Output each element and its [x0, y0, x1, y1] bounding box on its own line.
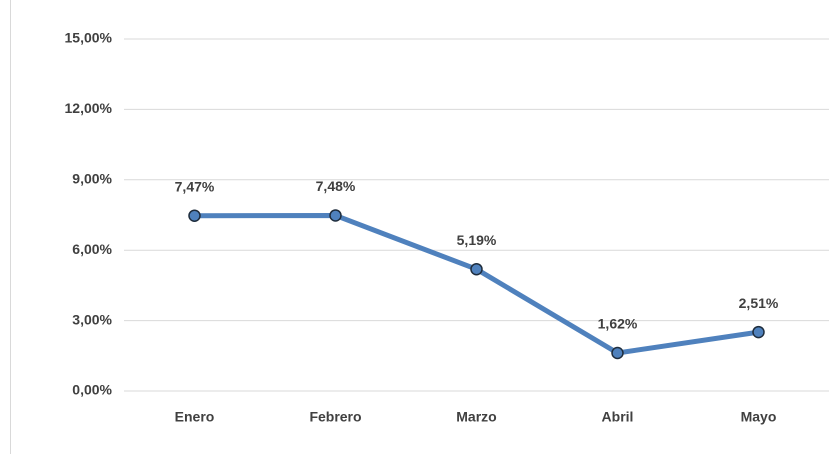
- x-tick-label: Abril: [602, 409, 634, 425]
- data-label: 2,51%: [739, 295, 779, 311]
- data-point: [188, 209, 201, 222]
- data-point: [752, 325, 765, 339]
- y-tick-label: 3,00%: [72, 311, 112, 327]
- data-label: 7,48%: [316, 178, 356, 194]
- data-label: 1,62%: [598, 316, 638, 332]
- y-tick-label: 15,00%: [65, 30, 113, 46]
- y-tick-label: 12,00%: [65, 100, 113, 116]
- data-label: 5,19%: [457, 232, 497, 248]
- data-label: 7,47%: [175, 178, 215, 194]
- y-tick-label: 0,00%: [72, 382, 112, 398]
- x-tick-label: Marzo: [456, 409, 496, 425]
- y-tick-label: 6,00%: [72, 241, 112, 257]
- x-tick-label: Mayo: [741, 409, 777, 425]
- x-tick-label: Febrero: [309, 409, 361, 425]
- x-tick-label: Enero: [175, 409, 215, 425]
- data-point: [329, 209, 342, 222]
- data-point: [470, 262, 483, 276]
- data-point: [611, 346, 624, 360]
- y-tick-label: 9,00%: [72, 171, 112, 187]
